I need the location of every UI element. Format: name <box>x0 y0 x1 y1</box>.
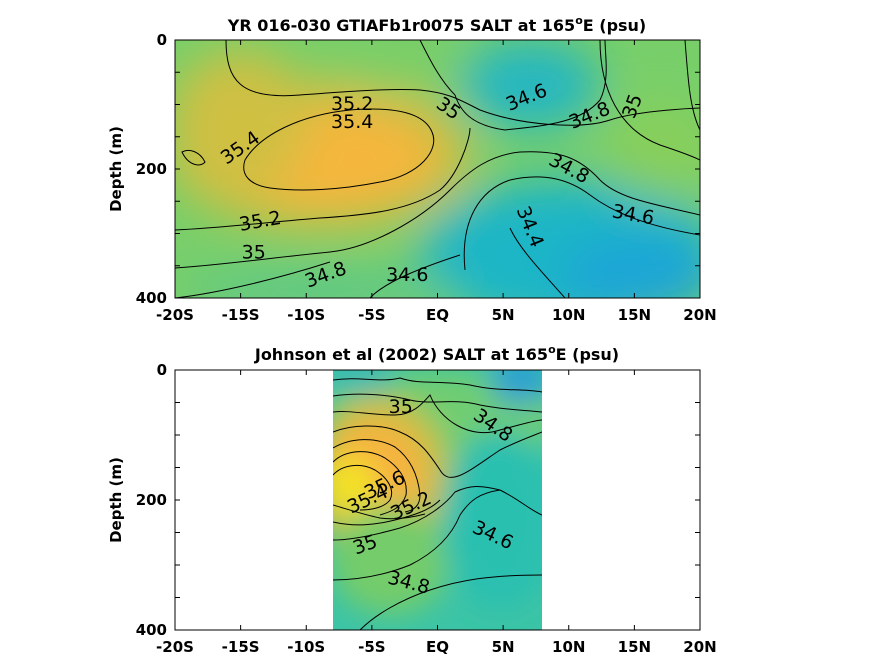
top-contour-label: 35.4 <box>331 111 373 133</box>
top-y-axis-label: Depth (m) <box>107 126 125 212</box>
bottom-x-tick-label: -5S <box>358 638 385 656</box>
top-y-tick-label: 0 <box>157 31 167 49</box>
top-x-tick-label: -20S <box>156 306 194 324</box>
top-contour-label: 34.6 <box>386 264 428 286</box>
bottom-y-tick-label: 200 <box>136 491 167 509</box>
top-y-tick-label: 200 <box>136 160 167 178</box>
bottom-x-tick-label: -20S <box>156 638 194 656</box>
bottom-x-tick-label: EQ <box>426 638 449 656</box>
bottom-x-tick-label: -10S <box>287 638 325 656</box>
top-contour-label: 35.2 <box>331 93 373 115</box>
bottom-y-ticks: 0 200 400 <box>136 361 700 639</box>
bottom-x-tick-label: 10N <box>552 638 585 656</box>
top-x-tick-label: 15N <box>618 306 651 324</box>
bottom-y-tick-label: 0 <box>157 361 167 379</box>
top-x-tick-label: 5N <box>492 306 515 324</box>
bottom-x-tick-label: 15N <box>618 638 651 656</box>
bottom-contour-lines <box>333 377 542 630</box>
bottom-chart-title: Johnson et al (2002) SALT at 165oE (psu) <box>254 343 619 364</box>
top-x-tick-label: -10S <box>287 306 325 324</box>
bottom-y-axis-label: Depth (m) <box>107 457 125 543</box>
bottom-contour-label: 35 <box>389 396 413 418</box>
bottom-x-tick-label: 20N <box>683 638 716 656</box>
top-y-ticks: 0 200 400 <box>136 31 700 307</box>
top-contour-label: 35 <box>242 241 266 263</box>
top-x-tick-label: 20N <box>683 306 716 324</box>
top-x-tick-label: -5S <box>358 306 385 324</box>
top-x-tick-label: 10N <box>552 306 585 324</box>
bottom-x-ticks: -20S -15S -10S -5S EQ 5N 10N 15N 20N <box>156 370 717 656</box>
top-panel: YR 016-030 GTIAFb1r0075 SALT at 165oE (p… <box>107 14 717 324</box>
bottom-y-tick-label: 400 <box>136 621 167 639</box>
top-chart-title: YR 016-030 GTIAFb1r0075 SALT at 165oE (p… <box>227 14 647 35</box>
top-y-tick-label: 400 <box>136 289 167 307</box>
top-x-tick-label: EQ <box>426 306 449 324</box>
bottom-panel: Johnson et al (2002) SALT at 165oE (psu) <box>107 343 717 656</box>
top-x-ticks: -20S -15S -10S -5S EQ 5N 10N 15N 20N <box>156 40 717 324</box>
bottom-x-tick-label: -15S <box>222 638 260 656</box>
top-contour-lines <box>175 40 700 298</box>
top-x-tick-label: -15S <box>222 306 260 324</box>
bottom-x-tick-label: 5N <box>492 638 515 656</box>
